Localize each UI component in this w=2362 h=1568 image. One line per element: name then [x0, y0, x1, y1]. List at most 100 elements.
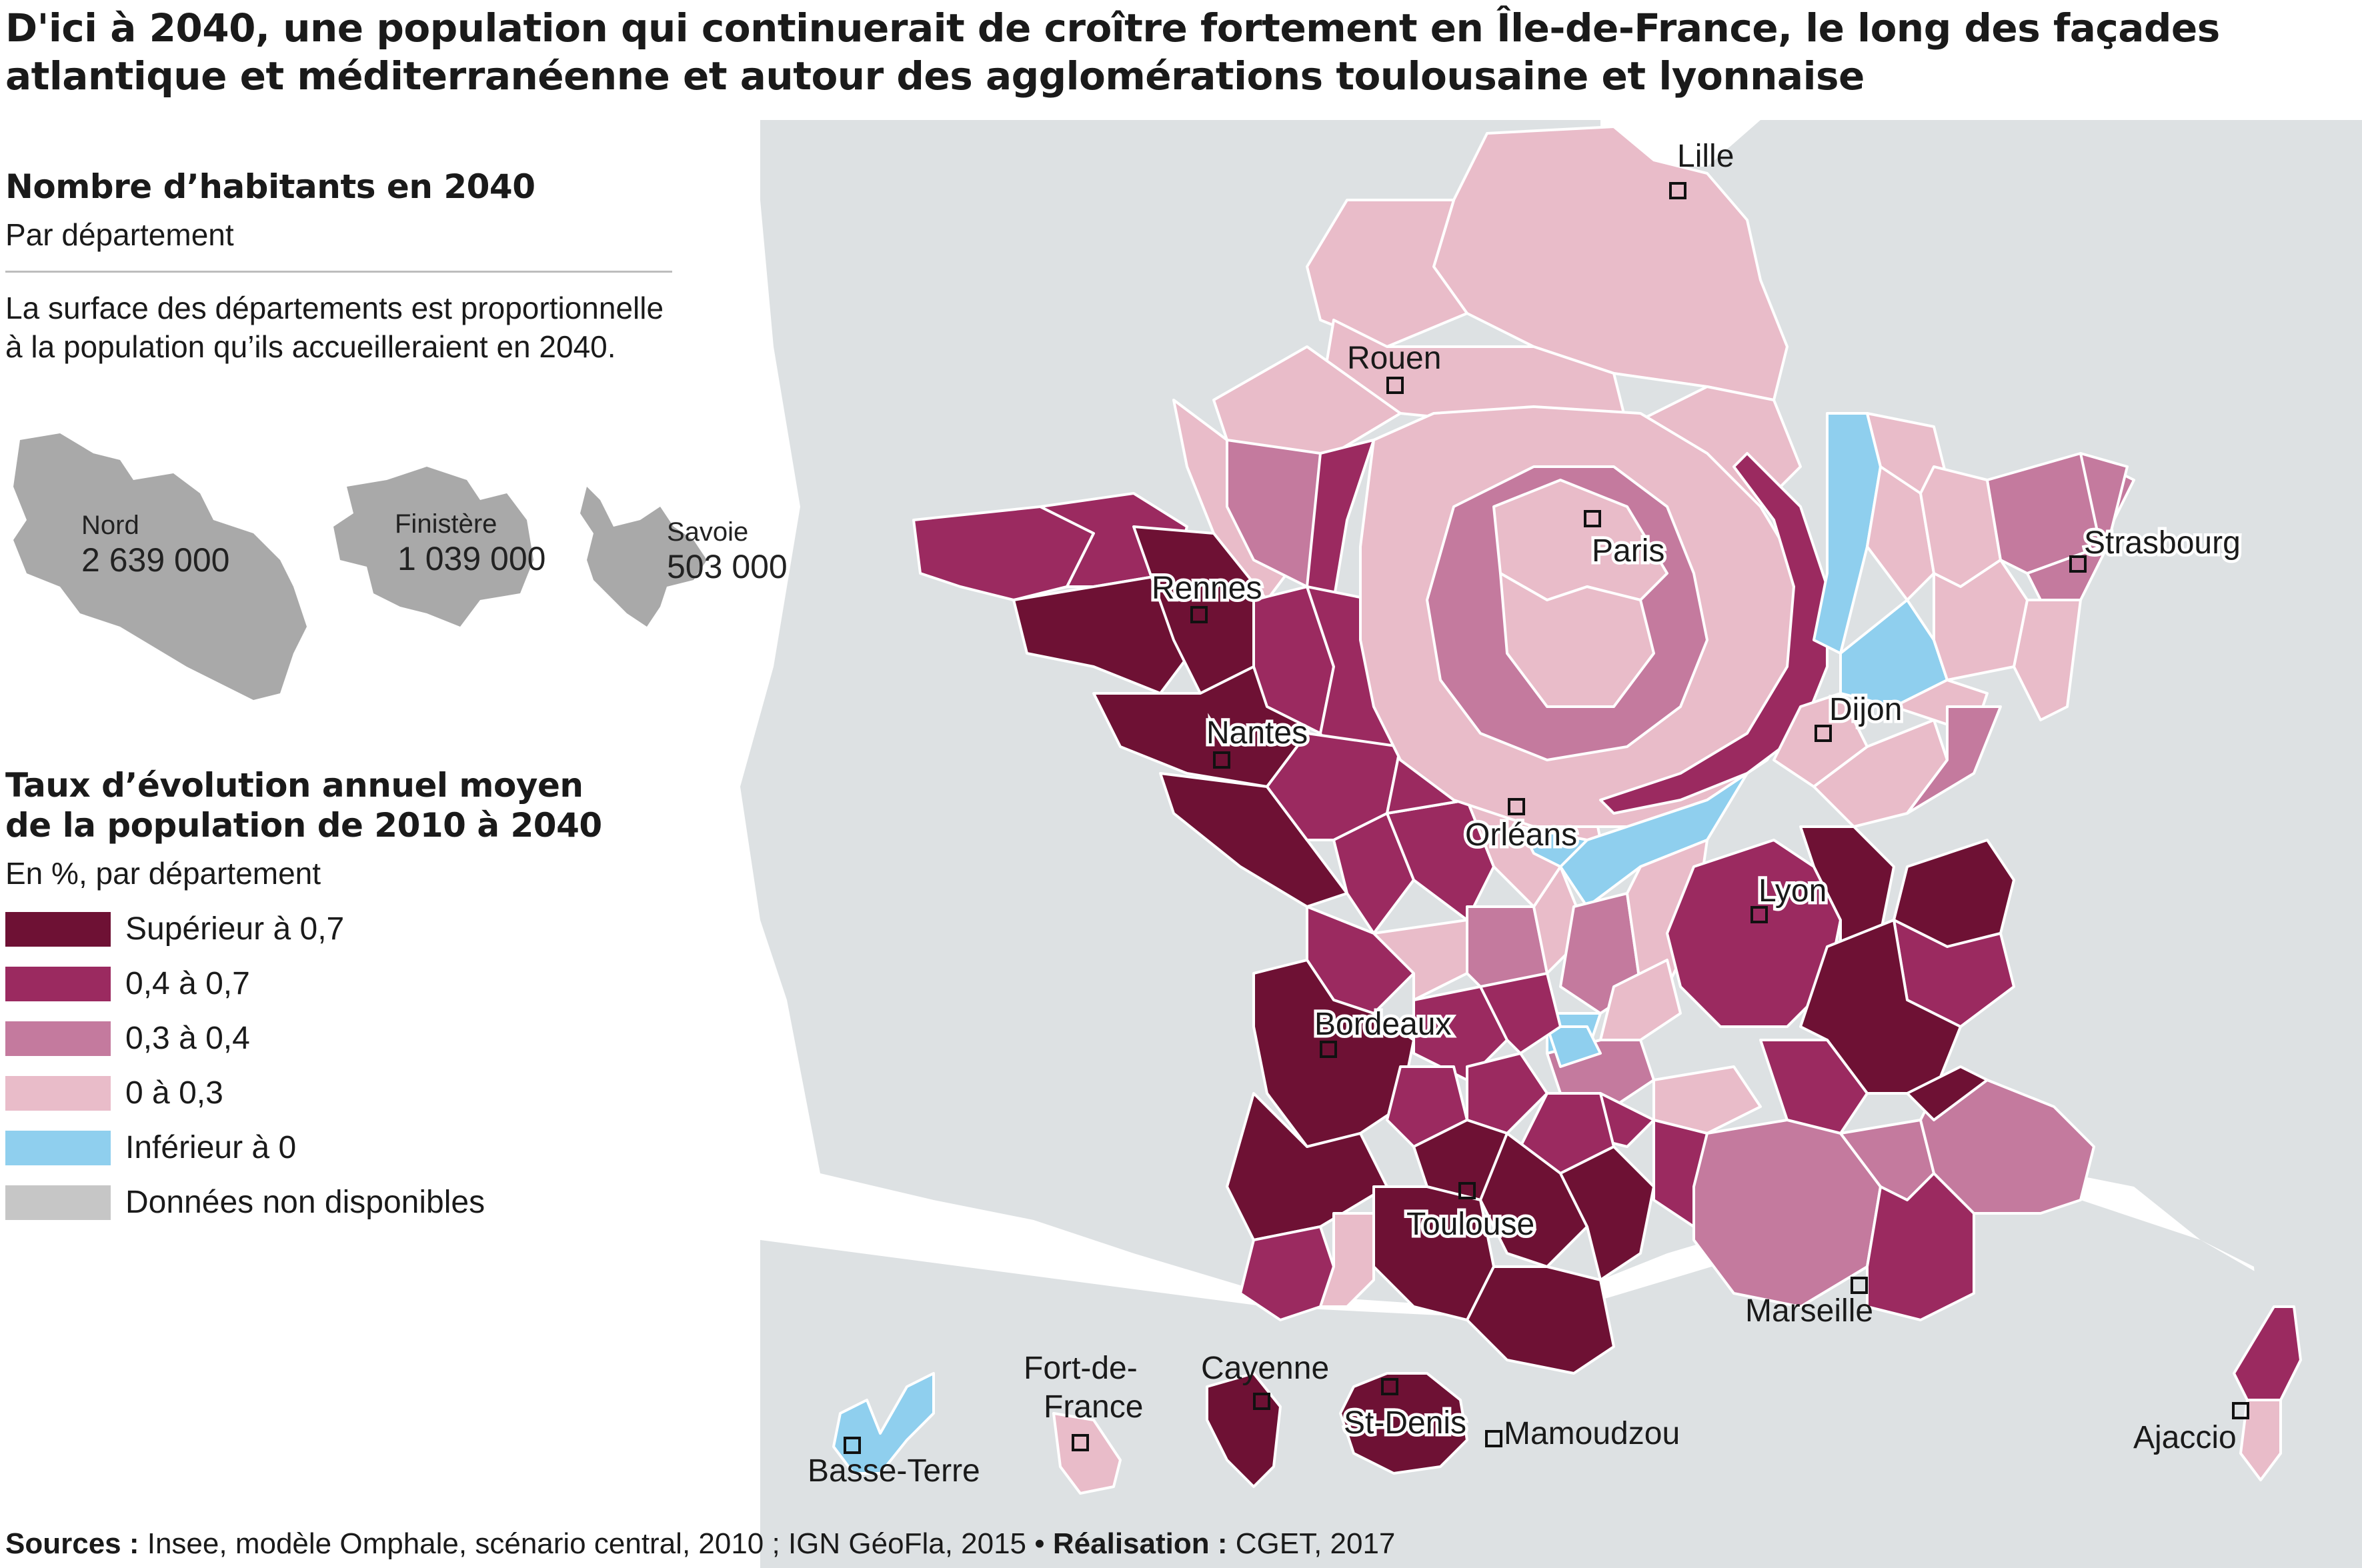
- title-line-1: D'ici à 2040, une population qui continu…: [5, 5, 2220, 51]
- sources-label: Sources :: [5, 1527, 139, 1560]
- size-legend-subheading: Par département: [5, 217, 234, 252]
- size-shape-savoie: [580, 487, 707, 627]
- dept-hautes-alpes: [1906, 1065, 1989, 1121]
- city-marker-orleans: [1508, 798, 1525, 815]
- dept-la-reunion: [1339, 1372, 1468, 1475]
- departments: [832, 125, 2302, 1495]
- city-label-rennes: Rennes: [1152, 571, 1262, 606]
- legend-swatch-0-03: [5, 1076, 111, 1111]
- city-marker-fort-de-france: [1072, 1434, 1089, 1451]
- legend-swatch-na: [5, 1185, 111, 1220]
- legend-label: Supérieur à 0,7: [125, 911, 345, 947]
- city-label-dijon: Dijon: [1829, 692, 1902, 727]
- city-marker-rouen: [1386, 377, 1404, 394]
- dept-drome: [1759, 1039, 1869, 1135]
- size-shape-nord: [13, 433, 307, 700]
- city-label-strasbourg: Strasbourg: [2084, 525, 2241, 561]
- dept-loire: [1599, 959, 1682, 1041]
- city-marker-dijon: [1815, 725, 1832, 742]
- city-label-lille: Lille: [1677, 139, 1734, 174]
- color-legend: Taux d’évolution annuel moyen de la popu…: [0, 765, 674, 1237]
- legend-swatch-04-07: [5, 967, 111, 1001]
- city-label-basse-terre: Basse-Terre: [808, 1453, 980, 1489]
- dept-correze: [1479, 972, 1562, 1055]
- size-example-nord-value: 2 639 000: [81, 541, 230, 579]
- city-marker-cayenne: [1253, 1393, 1270, 1410]
- dept-eure: [1306, 439, 1375, 601]
- size-shape-finistere: [333, 467, 533, 627]
- legend-label: 0 à 0,3: [125, 1075, 223, 1111]
- size-example-savoie-value: 503 000: [667, 548, 788, 585]
- city-label-fort-de-france-2: France: [1044, 1389, 1143, 1425]
- size-examples: Nord 2 639 000 Finistère 1 039 000 Savoi…: [0, 427, 800, 707]
- legend-item: Supérieur à 0,7: [5, 909, 674, 949]
- legend-divider: [5, 271, 672, 273]
- city-label-marseille: Marseille: [1745, 1293, 1873, 1329]
- legend-label: 0,4 à 0,7: [125, 966, 250, 1001]
- city-marker-strasbourg: [2069, 555, 2087, 573]
- size-legend: Nombre d’habitants en 2040 Par départeme…: [0, 167, 674, 366]
- city-label-mamoudzou: Mamoudzou: [1504, 1416, 1680, 1451]
- color-legend-subheading: En %, par département: [5, 856, 321, 891]
- city-label-orleans: Orléans: [1465, 817, 1577, 853]
- dept-alpes-maritimes: [1919, 1079, 2095, 1215]
- size-example-savoie-name: Savoie: [667, 517, 749, 547]
- city-markers: [844, 182, 2249, 1454]
- dept-cantal: [1546, 1025, 1602, 1068]
- legend-item: 0,4 à 0,7: [5, 964, 674, 1004]
- legend-swatch-sup-07: [5, 912, 111, 947]
- size-example-shapes: [13, 433, 707, 700]
- city-marker-paris: [1584, 510, 1601, 527]
- dept-meuse: [1866, 465, 1935, 601]
- dept-pas-de-calais: [1306, 199, 1468, 348]
- dept-dordogne: [1412, 985, 1508, 1081]
- dept-lot: [1466, 1052, 1548, 1135]
- dept-martinique: [1052, 1412, 1122, 1495]
- size-legend-note-line-1: La surface des départements est proporti…: [5, 291, 664, 325]
- city-marker-toulouse: [1458, 1182, 1476, 1199]
- city-marker-lille: [1669, 182, 1686, 199]
- dept-morbihan: [1012, 572, 1202, 695]
- city-marker-st-denis: [1381, 1378, 1398, 1395]
- dept-vosges: [1933, 559, 2029, 681]
- legend-item: Inférieur à 0: [5, 1128, 674, 1168]
- city-label-nantes: Nantes: [1206, 715, 1308, 751]
- city-label-fort-de-france-1: Fort-de-: [1024, 1351, 1138, 1386]
- dept-aude: [1466, 1265, 1615, 1375]
- size-legend-heading: Nombre d’habitants en 2040: [5, 167, 535, 206]
- dept-charente: [1372, 919, 1468, 1001]
- size-legend-note-line-2: à la population qu’ils accueilleraient e…: [5, 329, 616, 364]
- city-label-lyon: Lyon: [1758, 873, 1827, 909]
- city-label-paris: Paris: [1592, 533, 1664, 569]
- city-label-ajaccio: Ajaccio: [2133, 1420, 2237, 1455]
- size-example-nord-name: Nord: [81, 511, 139, 540]
- city-label-cayenne: Cayenne: [1201, 1351, 1329, 1386]
- realisation-text: CGET, 2017: [1227, 1527, 1396, 1560]
- city-marker-bordeaux: [1320, 1041, 1337, 1058]
- dept-bouches-du-rhone: [1692, 1119, 1882, 1308]
- legend-label: 0,3 à 0,4: [125, 1021, 250, 1056]
- dept-herault: [1559, 1145, 1655, 1281]
- legend-swatches: Supérieur à 0,7 0,4 à 0,7 0,3 à 0,4 0 à …: [5, 909, 674, 1223]
- city-marker-marseille: [1851, 1277, 1868, 1294]
- dept-landes: [1226, 1092, 1388, 1241]
- color-legend-heading-line-2: de la population de 2010 à 2040: [5, 806, 602, 845]
- size-example-finistere-name: Finistère: [395, 509, 497, 539]
- source-line: Sources : Insee, modèle Omphale, scénari…: [5, 1527, 1395, 1561]
- legend-swatch-inf-0: [5, 1131, 111, 1165]
- title-line-2: atlantique et méditerranéenne et autour …: [5, 53, 1865, 99]
- city-marker-lyon: [1750, 906, 1768, 923]
- dept-deux-sevres: [1332, 812, 1415, 935]
- city-label-st-denis: St-Denis: [1344, 1405, 1466, 1441]
- dept-corse-du-sud: [2239, 1399, 2282, 1481]
- city-marker-nantes: [1213, 751, 1230, 769]
- dept-guyane: [1206, 1372, 1282, 1488]
- legend-item: 0 à 0,3: [5, 1073, 674, 1113]
- legend-item: Données non disponibles: [5, 1183, 674, 1223]
- city-label-rouen: Rouen: [1347, 341, 1441, 376]
- realisation-label: Réalisation :: [1052, 1527, 1228, 1560]
- size-example-finistere-value: 1 039 000: [397, 540, 546, 577]
- city-label-toulouse: Toulouse: [1406, 1207, 1534, 1242]
- city-marker-mamoudzou: [1485, 1430, 1502, 1447]
- sources-text: Insee, modèle Omphale, scénario central,…: [139, 1527, 1053, 1560]
